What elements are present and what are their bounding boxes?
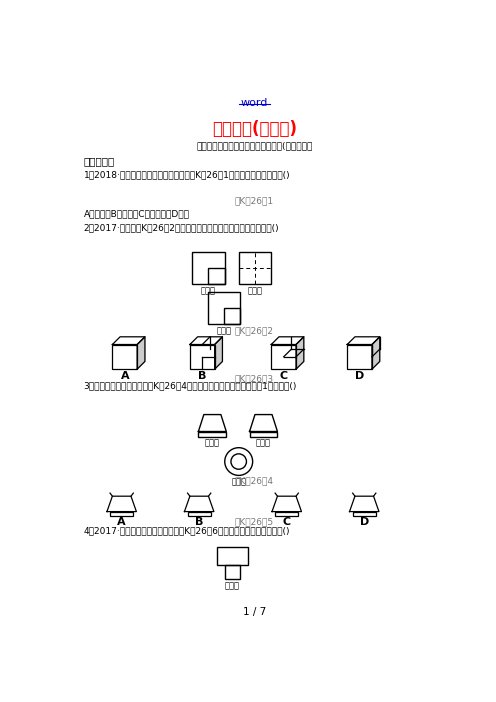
Text: C: C [283, 517, 291, 526]
Text: B: B [198, 371, 206, 381]
Text: 图K－26－3: 图K－26－3 [235, 374, 274, 383]
Polygon shape [272, 496, 302, 512]
Bar [271, 345, 296, 369]
Text: 3．一个几何体的三视图如图K－26－4所示，则该几何体可能是听课例1归纳总结(): 3．一个几何体的三视图如图K－26－4所示，则该几何体可能是听课例1归纳总结() [84, 382, 297, 390]
Bar [110, 512, 133, 516]
Text: A: A [121, 371, 129, 381]
Text: 左视图: 左视图 [248, 286, 262, 295]
Text: 4．2017·某某某几何体的左视图如图K－26－6所示，则该几何体不可能是(): 4．2017·某某某几何体的左视图如图K－26－6所示，则该几何体不可能是() [84, 526, 290, 536]
Bar [190, 345, 215, 369]
Text: 2．2017·滨州如图K－26－2是一个几何体的三视图，则这个几何体是(): 2．2017·滨州如图K－26－2是一个几何体的三视图，则这个几何体是() [84, 223, 279, 232]
Text: 一、选择题: 一、选择题 [84, 157, 115, 166]
Text: 主视图: 主视图 [201, 286, 216, 295]
Text: 俧视图: 俧视图 [231, 477, 246, 486]
Bar [113, 345, 137, 369]
Text: 图K－26－1: 图K－26－1 [235, 197, 274, 206]
Polygon shape [215, 337, 222, 369]
Text: 图K－26－5: 图K－26－5 [235, 517, 274, 526]
Bar [187, 512, 211, 516]
Text: A: A [118, 517, 126, 526]
Bar [225, 566, 240, 579]
Polygon shape [249, 415, 277, 432]
Text: A．圆柱　B．圆锥　C．长方体　D．球: A．圆柱 B．圆锥 C．长方体 D．球 [84, 209, 189, 218]
Text: C: C [280, 371, 288, 381]
Text: 主视图: 主视图 [205, 439, 220, 448]
Bar [275, 512, 299, 516]
Text: B: B [195, 517, 203, 526]
Bar [192, 252, 225, 284]
Text: 图K－26－2: 图K－26－2 [235, 326, 274, 335]
Polygon shape [372, 337, 380, 369]
Bar [224, 308, 240, 324]
Text: 左视图: 左视图 [256, 439, 271, 448]
Text: 左视图: 左视图 [225, 581, 240, 590]
Text: 1 / 7: 1 / 7 [243, 607, 266, 617]
Polygon shape [107, 496, 136, 512]
Text: D: D [360, 517, 369, 526]
Text: D: D [355, 371, 364, 381]
Bar [353, 512, 376, 516]
Bar [249, 432, 277, 437]
Polygon shape [350, 496, 379, 512]
Text: 俧视图: 俧视图 [216, 326, 232, 335]
Polygon shape [190, 337, 222, 345]
Polygon shape [198, 415, 226, 432]
Text: 图K－26－4: 图K－26－4 [235, 476, 274, 485]
Polygon shape [185, 496, 214, 512]
Polygon shape [347, 337, 380, 345]
Bar [217, 547, 248, 566]
Polygon shape [271, 337, 304, 345]
Bar [347, 345, 372, 369]
Bar [239, 252, 271, 284]
Bar [198, 432, 226, 437]
Polygon shape [296, 337, 304, 369]
Polygon shape [137, 337, 145, 369]
Bar [208, 292, 240, 324]
Bar [208, 268, 225, 284]
Polygon shape [113, 337, 145, 345]
Text: word: word [241, 98, 268, 108]
Text: 课时作业(二十六): 课时作业(二十六) [212, 120, 297, 138]
Text: 1．2018·某某一个立体图形的三视图如图K－26－1所示，则该立体图形是(): 1．2018·某某一个立体图形的三视图如图K－26－1所示，则该立体图形是() [84, 171, 290, 180]
Text: 第２课时　由三视图想象出立体图形(或实物）］: 第２课时 由三视图想象出立体图形(或实物）］ [196, 141, 312, 150]
